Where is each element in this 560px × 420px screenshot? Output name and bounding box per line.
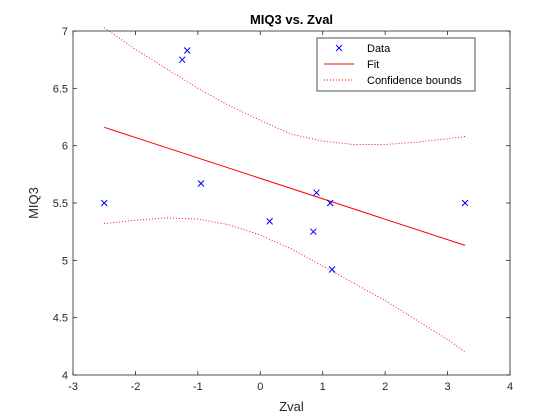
legend-data-marker xyxy=(335,44,343,52)
data-point-2 xyxy=(178,56,186,64)
data-point-7 xyxy=(313,189,320,197)
data-point-stroke xyxy=(183,47,191,54)
data-point-9 xyxy=(328,266,336,273)
x-tick-label: -3 xyxy=(68,381,78,393)
data-point-stroke xyxy=(313,189,320,197)
y-tick-label: 6.5 xyxy=(53,83,68,95)
data-point-stroke xyxy=(266,217,274,225)
x-tick-label: 2 xyxy=(382,381,388,393)
legend-marker-stroke xyxy=(335,44,343,52)
legend-label: Data xyxy=(367,43,391,55)
data-point-5 xyxy=(266,217,274,225)
x-tick-label: -2 xyxy=(131,381,141,393)
y-tick-label: 5 xyxy=(62,255,68,267)
chart-marks xyxy=(100,27,469,353)
chart-title: MIQ3 vs. Zval xyxy=(250,12,333,27)
data-point-3 xyxy=(183,47,191,54)
data-point-stroke xyxy=(309,228,317,236)
x-tick-label: 4 xyxy=(507,381,513,393)
data-point-stroke xyxy=(178,56,186,64)
data-point-1 xyxy=(100,199,108,207)
data-point-6 xyxy=(309,228,317,236)
y-tick-label: 6 xyxy=(62,141,68,153)
x-tick-label: -1 xyxy=(193,381,203,393)
y-tick-label: 4 xyxy=(62,370,68,382)
axes: -3 -2 -1 0 1 2 3 4 4 4.5 5 5.5 6 6.5 7 xyxy=(53,26,513,393)
data-point-stroke xyxy=(100,199,108,207)
data-point-4 xyxy=(197,180,205,187)
x-tick-label: 0 xyxy=(257,381,263,393)
data-point-stroke xyxy=(328,266,336,273)
y-tick-label: 7 xyxy=(62,26,68,38)
y-tick-label: 4.5 xyxy=(53,313,68,325)
legend-label: Confidence bounds xyxy=(367,75,462,87)
data-point-stroke xyxy=(326,199,334,207)
y-axis-label: MIQ3 xyxy=(26,187,41,219)
x-tick-label: 1 xyxy=(320,381,326,393)
data-point-8 xyxy=(326,199,334,207)
data-point-stroke xyxy=(461,199,469,207)
y-tick-label: 5.5 xyxy=(53,198,68,210)
fit-line xyxy=(104,126,466,246)
x-axis-label: Zval xyxy=(279,399,304,414)
legend: Data Fit Confidence bounds xyxy=(316,37,476,92)
x-tick-label: 3 xyxy=(445,381,451,393)
data-point-10 xyxy=(461,199,469,207)
confidence-bound-lower xyxy=(104,217,466,353)
data-point-stroke xyxy=(197,180,205,187)
legend-label: Fit xyxy=(367,59,379,71)
